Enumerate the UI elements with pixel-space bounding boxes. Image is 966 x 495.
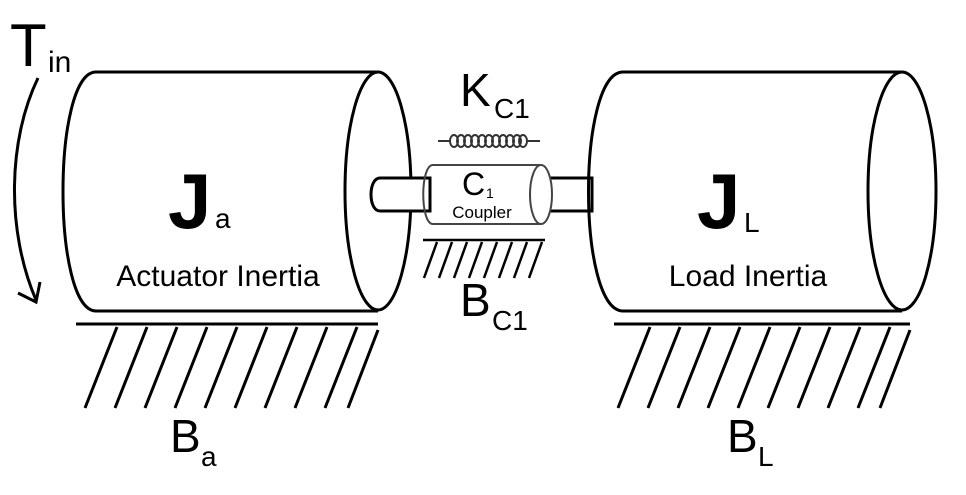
coupler-damper-subscript: C1 [492, 305, 528, 336]
load-damper-ground [614, 322, 912, 409]
coupler-damper-ground [422, 238, 545, 279]
load-inertia-caption: Load Inertia [669, 260, 828, 293]
coupler-cylinder [422, 164, 553, 225]
load-inertia-symbol: J [697, 157, 740, 245]
load-inertia-cylinder [587, 70, 938, 313]
torque-subscript: in [48, 46, 71, 79]
coupler-subscript: 1 [486, 185, 494, 201]
actuator-inertia-subscript: a [215, 203, 231, 234]
spring-icon [438, 134, 540, 148]
torque-label: T [10, 12, 47, 79]
load-damper-label: B [727, 410, 758, 462]
load-inertia-subscript: L [744, 207, 760, 238]
torque-arrow [13, 77, 42, 305]
actuator-inertia-symbol: J [168, 157, 211, 245]
actuator-damper-subscript: a [201, 441, 217, 472]
actuator-damper-ground [76, 322, 380, 409]
coupler-damper-label: B [460, 274, 491, 326]
spring-subscript: C1 [494, 93, 530, 124]
load-damper-subscript: L [758, 441, 774, 472]
coupler-caption: Coupler [452, 203, 512, 222]
spring-label: K [460, 64, 491, 116]
actuator-shaft [369, 176, 432, 213]
coupler-symbol: C [462, 166, 485, 202]
actuator-damper-label: B [170, 410, 201, 462]
actuator-inertia-caption: Actuator Inertia [116, 260, 320, 293]
